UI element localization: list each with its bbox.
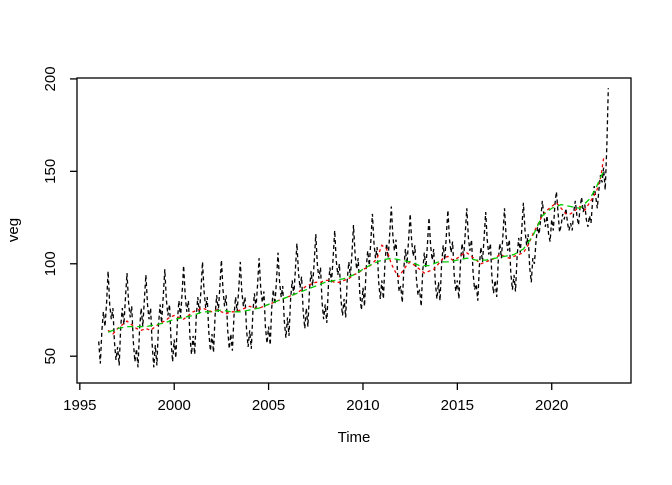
y-tick-label: 200 (42, 66, 59, 91)
y-axis: 50 100 150 200 (42, 66, 77, 365)
y-axis-title: veg (5, 218, 22, 242)
y-tick-label: 150 (42, 159, 59, 184)
series-veg-observed-monthly (98, 88, 609, 368)
x-tick-label: 2010 (346, 397, 379, 414)
x-tick-label: 2020 (535, 397, 568, 414)
x-tick-label: 2015 (441, 397, 474, 414)
x-tick-label: 2005 (252, 397, 285, 414)
x-tick-label: 1995 (63, 397, 96, 414)
y-tick-label: 50 (42, 348, 59, 365)
y-tick-label: 100 (42, 251, 59, 276)
x-axis-title: Time (338, 429, 371, 446)
plot-border (76, 77, 632, 384)
x-tick-label: 2000 (158, 397, 191, 414)
plot-series (98, 88, 609, 368)
x-axis: 1995 2000 2005 2010 2015 2020 (63, 383, 568, 414)
